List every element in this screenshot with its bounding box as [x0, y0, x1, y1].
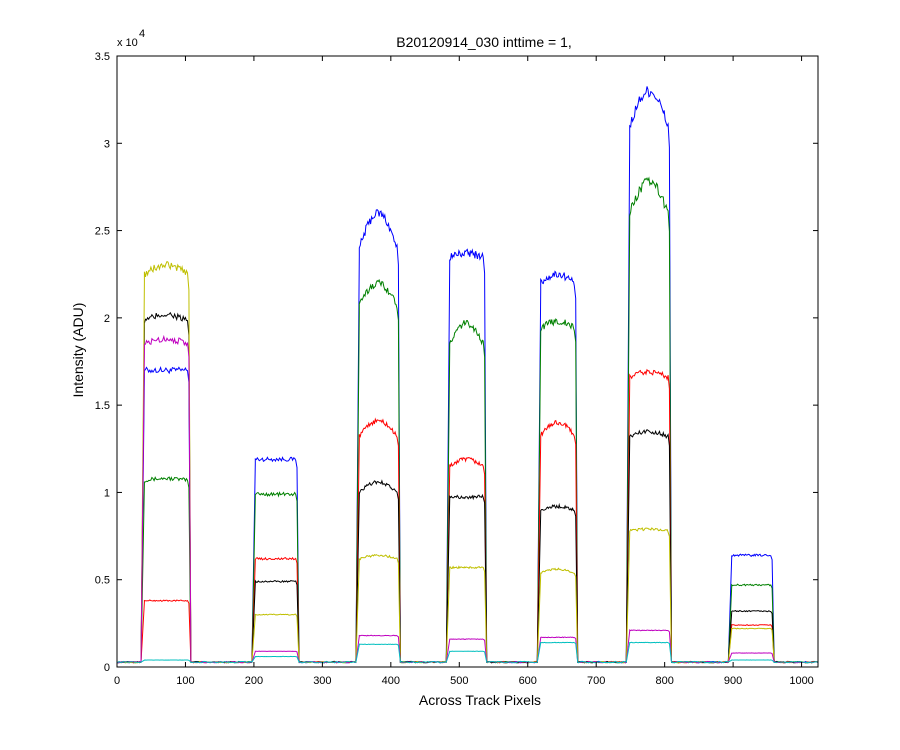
- series-line: [116, 641, 819, 664]
- plot-frame: [116, 55, 819, 668]
- y-axis-title: Intensity (ADU): [70, 303, 86, 398]
- x-tick-label: 0: [114, 675, 120, 687]
- x-tick-label: 600: [519, 675, 537, 687]
- y-tick-label: 0.5: [95, 575, 110, 587]
- x-tick-label: 500: [450, 675, 468, 687]
- x-axis-title: Across Track Pixels: [419, 692, 541, 708]
- y-tick-label: 1.5: [95, 400, 110, 412]
- y-tick-label: 3: [104, 138, 110, 150]
- y-tick-label: 1: [104, 487, 110, 499]
- x-tick-label: 100: [176, 675, 194, 687]
- x-tick-label: 400: [382, 675, 400, 687]
- y-tick-label: 2.5: [95, 226, 110, 238]
- y-multiplier-base: x 10: [117, 37, 138, 49]
- x-tick-label: 900: [724, 675, 742, 687]
- y-tick-label: 0: [104, 662, 110, 674]
- x-tick-label: 700: [587, 675, 605, 687]
- x-tick-label: 200: [245, 675, 263, 687]
- plot-area: [117, 56, 818, 667]
- chart-title: B20120914_030 inttime = 1,: [396, 34, 572, 50]
- tick-layer: 0 100 200 300 400 500 600 700 800 900 1000 0 0.5 1 1.5…: [95, 51, 818, 687]
- y-multiplier-exponent: 4: [139, 28, 145, 40]
- y-tick-label: 2: [104, 313, 110, 325]
- series-layer: [116, 86, 819, 664]
- x-tick-label: 300: [313, 675, 331, 687]
- x-tick-label: 800: [655, 675, 673, 687]
- x-tick-label: 1000: [789, 675, 813, 687]
- y-tick-label: 3.5: [95, 51, 110, 63]
